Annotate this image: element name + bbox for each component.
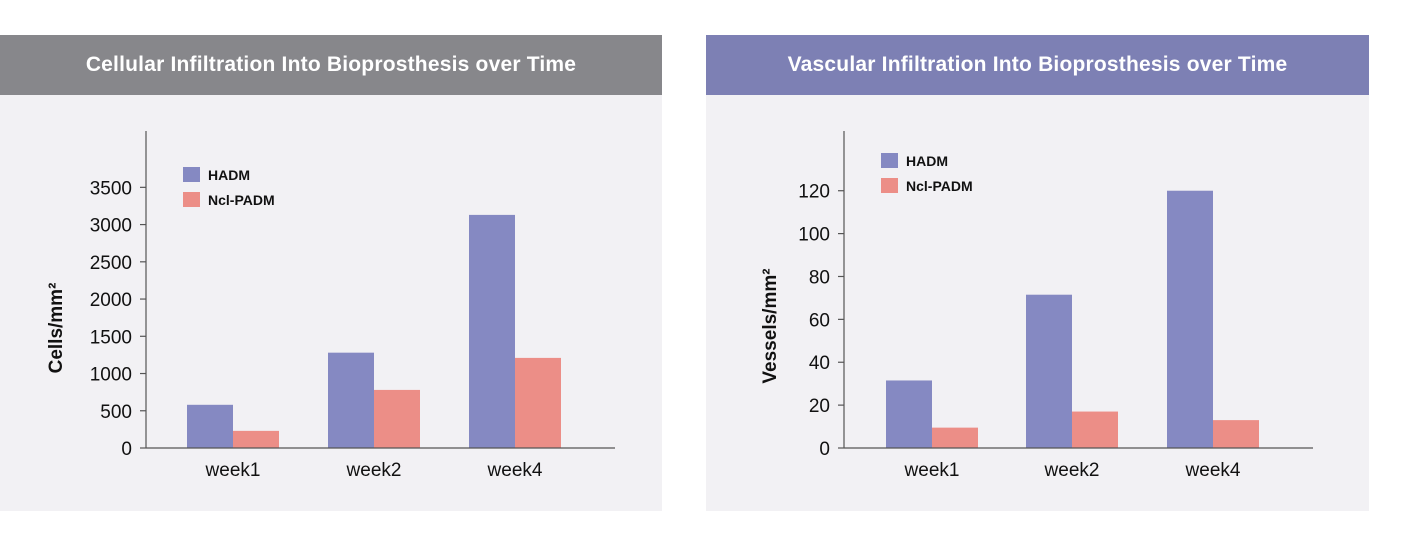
- y-tick-label: 80: [809, 267, 830, 288]
- legend-label-hadm: HADM: [906, 153, 948, 169]
- y-tick-label: 500: [100, 402, 132, 423]
- x-tick-label: week4: [487, 460, 543, 481]
- bar-hadm-week1: [886, 380, 932, 448]
- legend-swatch-ncl-padm: [881, 178, 898, 193]
- y-tick-label: 100: [798, 225, 830, 246]
- bar-hadm-week1: [187, 404, 233, 448]
- y-tick-label: 2000: [90, 290, 132, 311]
- x-tick-label: week1: [205, 460, 261, 481]
- bar-ncl-padm-week2: [1072, 411, 1118, 448]
- y-axis-label: Cells/mm²: [46, 283, 67, 374]
- bar-hadm-week2: [1026, 294, 1072, 448]
- y-tick-label: 3500: [90, 178, 132, 199]
- legend-swatch-hadm: [881, 153, 898, 168]
- bar-ncl-padm-week1: [233, 430, 279, 448]
- y-tick-label: 3000: [90, 216, 132, 237]
- y-tick-label: 60: [809, 310, 830, 331]
- bar-ncl-padm-week1: [932, 427, 978, 448]
- vascular-chart-panel: Vascular Infiltration Into Bioprosthesis…: [706, 35, 1369, 511]
- vascular-chart-title: Vascular Infiltration Into Bioprosthesis…: [706, 35, 1369, 95]
- cellular-chart: 0 500 1000 1500 2000 2500 3000 3500 week1 week2 we…: [46, 131, 615, 481]
- y-tick-label: 120: [798, 182, 830, 203]
- x-tick-label: week4: [1185, 460, 1241, 481]
- x-tick-label: week1: [904, 460, 960, 481]
- bar-hadm-week4: [469, 214, 515, 448]
- bar-ncl-padm-week2: [374, 389, 420, 448]
- cellular-chart-title: Cellular Infiltration Into Bioprosthesis…: [0, 35, 662, 95]
- legend-label-ncl-padm: Ncl-PADM: [906, 178, 973, 194]
- bar-ncl-padm-week4: [1213, 420, 1259, 448]
- cellular-chart-panel: Cellular Infiltration Into Bioprosthesis…: [0, 35, 662, 511]
- bar-ncl-padm-week4: [515, 357, 561, 448]
- y-tick-label: 2500: [90, 253, 132, 274]
- x-tick-label: week2: [346, 460, 402, 481]
- y-tick-label: 20: [809, 396, 830, 417]
- legend-swatch-ncl-padm: [183, 192, 200, 207]
- bar-hadm-week4: [1167, 190, 1213, 448]
- bar-hadm-week2: [328, 352, 374, 448]
- y-tick-label: 0: [819, 439, 830, 460]
- legend-label-hadm: HADM: [208, 167, 250, 183]
- y-tick-label: 1000: [90, 365, 132, 386]
- legend-label-ncl-padm: Ncl-PADM: [208, 192, 275, 208]
- legend-swatch-hadm: [183, 167, 200, 182]
- x-tick-label: week2: [1044, 460, 1100, 481]
- y-tick-label: 40: [809, 353, 830, 374]
- vascular-chart: 0 20 40 60 80 100 120 week1 week2 week4 Vessels/mm…: [760, 131, 1313, 481]
- y-axis-label: Vessels/mm²: [760, 268, 781, 383]
- y-tick-label: 0: [121, 439, 132, 460]
- y-tick-label: 1500: [90, 327, 132, 348]
